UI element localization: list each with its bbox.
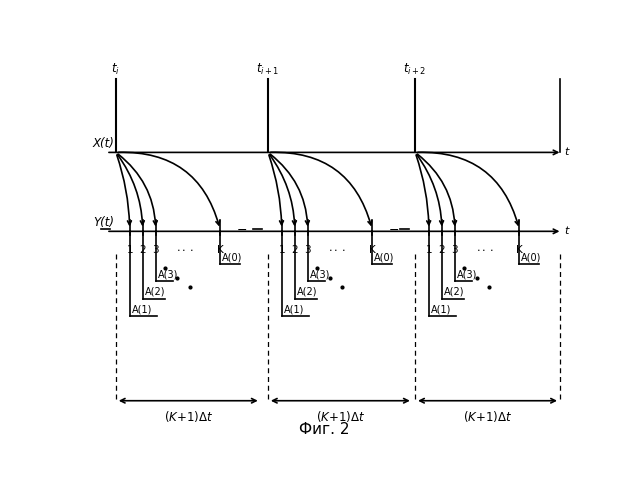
Text: A(3): A(3) (158, 270, 178, 280)
Text: $(K{+}1)\Delta t$: $(K{+}1)\Delta t$ (316, 409, 365, 424)
Text: A(2): A(2) (297, 287, 317, 297)
Text: $-$: $-$ (236, 223, 248, 236)
Text: $-$: $-$ (388, 223, 399, 236)
Text: A(3): A(3) (310, 270, 330, 280)
Text: 1: 1 (127, 245, 133, 255)
Text: X(t): X(t) (93, 138, 115, 150)
Text: Фиг. 2: Фиг. 2 (299, 422, 349, 438)
Text: A(1): A(1) (132, 304, 152, 314)
Text: A(2): A(2) (444, 287, 465, 297)
Text: $(K{+}1)\Delta t$: $(K{+}1)\Delta t$ (164, 409, 213, 424)
Text: $\cdot\cdot\cdot$: $\cdot\cdot\cdot$ (177, 244, 194, 254)
Text: $t_i$: $t_i$ (111, 62, 120, 78)
Text: 2: 2 (439, 245, 445, 255)
Text: $t_{i+2}$: $t_{i+2}$ (403, 62, 427, 78)
Text: 1: 1 (425, 245, 432, 255)
Text: A(0): A(0) (374, 252, 394, 262)
Text: 3: 3 (304, 245, 311, 255)
Text: A(3): A(3) (457, 270, 477, 280)
Text: Y(t): Y(t) (93, 216, 114, 230)
Text: t: t (564, 147, 568, 157)
Text: A(2): A(2) (145, 287, 165, 297)
Text: 1: 1 (279, 245, 285, 255)
Text: A(0): A(0) (222, 252, 242, 262)
Text: 2: 2 (139, 245, 146, 255)
Text: 2: 2 (291, 245, 298, 255)
Text: A(1): A(1) (284, 304, 304, 314)
Text: $\cdot\cdot\cdot$: $\cdot\cdot\cdot$ (475, 244, 494, 254)
Text: 3: 3 (452, 245, 458, 255)
Text: K: K (369, 245, 375, 255)
Text: K: K (216, 245, 223, 255)
Text: 3: 3 (153, 245, 159, 255)
Text: A(1): A(1) (431, 304, 451, 314)
Text: $(K{+}1)\Delta t$: $(K{+}1)\Delta t$ (463, 409, 512, 424)
Text: K: K (516, 245, 523, 255)
Text: $\cdot\cdot\cdot$: $\cdot\cdot\cdot$ (329, 244, 346, 254)
Text: t: t (564, 226, 568, 236)
Text: $t_{i+1}$: $t_{i+1}$ (256, 62, 280, 78)
Text: A(0): A(0) (522, 252, 542, 262)
